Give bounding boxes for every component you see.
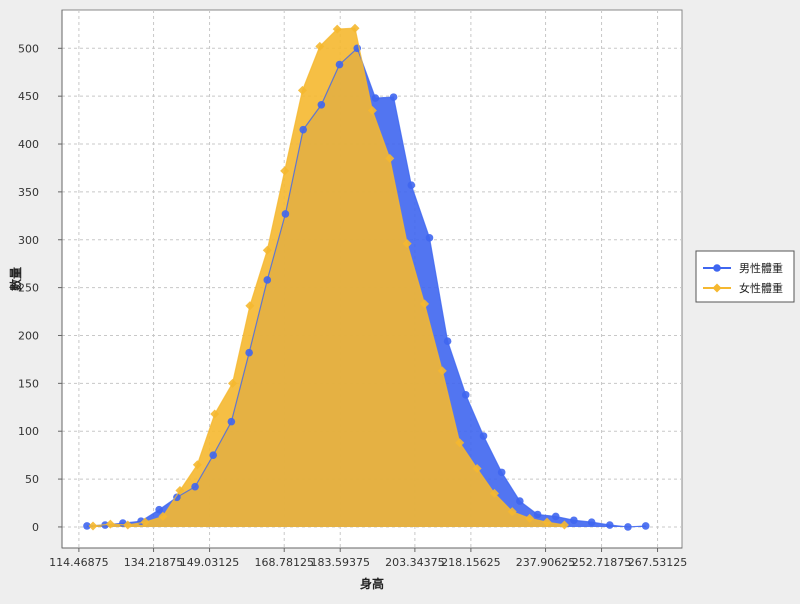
data-point xyxy=(497,468,506,477)
data-point xyxy=(367,106,377,116)
data-point xyxy=(210,409,220,419)
data-point xyxy=(559,520,569,530)
data-point xyxy=(587,518,596,526)
data-point xyxy=(227,417,236,426)
data-point xyxy=(297,85,307,95)
data-point xyxy=(371,94,380,102)
data-point xyxy=(407,181,416,189)
x-tick-label: 134.21875 xyxy=(124,556,184,569)
data-point xyxy=(245,348,253,357)
y-tick-label: 400 xyxy=(18,138,39,151)
data-point xyxy=(140,517,150,527)
data-point xyxy=(192,460,202,470)
data-point xyxy=(489,488,499,498)
data-point xyxy=(263,276,272,284)
y-tick-label: 0 xyxy=(32,521,39,534)
data-point xyxy=(479,432,488,440)
data-point xyxy=(315,41,325,51)
data-point xyxy=(88,521,98,531)
data-point xyxy=(83,522,91,530)
y-tick-label: 150 xyxy=(18,377,39,390)
data-point xyxy=(425,234,434,242)
data-point xyxy=(105,519,115,529)
data-point xyxy=(542,517,552,527)
data-point xyxy=(209,451,218,459)
legend-label: 男性體重 xyxy=(739,261,783,275)
legend-box xyxy=(695,250,795,303)
x-tick-label: 149.03125 xyxy=(180,556,240,569)
data-point xyxy=(641,522,650,530)
grid-lines xyxy=(62,10,682,548)
x-tick-label: 237.90625 xyxy=(516,556,576,569)
y-tick-label: 200 xyxy=(18,329,39,342)
legend-marker xyxy=(713,264,721,272)
x-tick-label: 183.59375 xyxy=(310,556,370,569)
x-tick-label: 168.78125 xyxy=(254,556,314,569)
data-point xyxy=(317,100,326,109)
x-tick-label: 203.34375 xyxy=(385,556,445,569)
data-point xyxy=(173,493,181,502)
y-tick-label: 250 xyxy=(18,282,39,295)
data-point xyxy=(262,245,272,255)
data-point xyxy=(191,482,199,491)
x-tick-label: 218.15625 xyxy=(441,556,501,569)
data-point xyxy=(158,511,168,521)
data-point xyxy=(228,378,237,388)
x-tick-label: 114.46875 xyxy=(49,556,109,569)
x-axis-title: 身高 xyxy=(360,576,384,591)
data-point xyxy=(455,438,465,448)
data-point xyxy=(624,523,632,531)
y-tick-label: 50 xyxy=(25,473,39,486)
data-point xyxy=(389,93,398,101)
data-point xyxy=(281,210,290,218)
data-point xyxy=(533,510,542,519)
data-point xyxy=(437,366,447,376)
legend-label: 女性體重 xyxy=(739,281,783,295)
data-point xyxy=(335,60,344,69)
data-point xyxy=(461,391,470,399)
data-point xyxy=(525,513,535,523)
y-tick-label: 300 xyxy=(18,234,39,247)
data-point xyxy=(155,505,163,514)
y-tick-label: 100 xyxy=(18,425,39,438)
data-point xyxy=(299,125,307,134)
data-point xyxy=(245,301,255,311)
series-layer xyxy=(83,23,650,531)
x-tick-label: 267.53125 xyxy=(628,556,688,569)
data-point xyxy=(385,153,395,163)
legend-marker xyxy=(712,283,722,293)
data-point xyxy=(605,521,614,529)
data-point xyxy=(516,497,524,505)
series-line-2 xyxy=(92,27,565,527)
data-point xyxy=(402,239,412,249)
data-point xyxy=(551,512,560,521)
data-point xyxy=(570,516,578,525)
x-tick-label: 252.71875 xyxy=(572,556,632,569)
data-point xyxy=(472,464,482,474)
y-axis-title: 數量 xyxy=(8,267,23,291)
y-tick-label: 350 xyxy=(18,186,39,199)
data-point xyxy=(280,166,290,176)
y-tick-label: 450 xyxy=(18,90,39,103)
data-point xyxy=(420,299,430,309)
data-point xyxy=(332,24,342,34)
data-point xyxy=(175,486,185,496)
y-tick-label: 500 xyxy=(18,42,39,55)
data-point xyxy=(350,23,360,33)
data-point xyxy=(443,337,452,346)
data-point xyxy=(507,507,517,517)
data-point xyxy=(123,520,133,530)
series-area-2 xyxy=(93,28,565,527)
